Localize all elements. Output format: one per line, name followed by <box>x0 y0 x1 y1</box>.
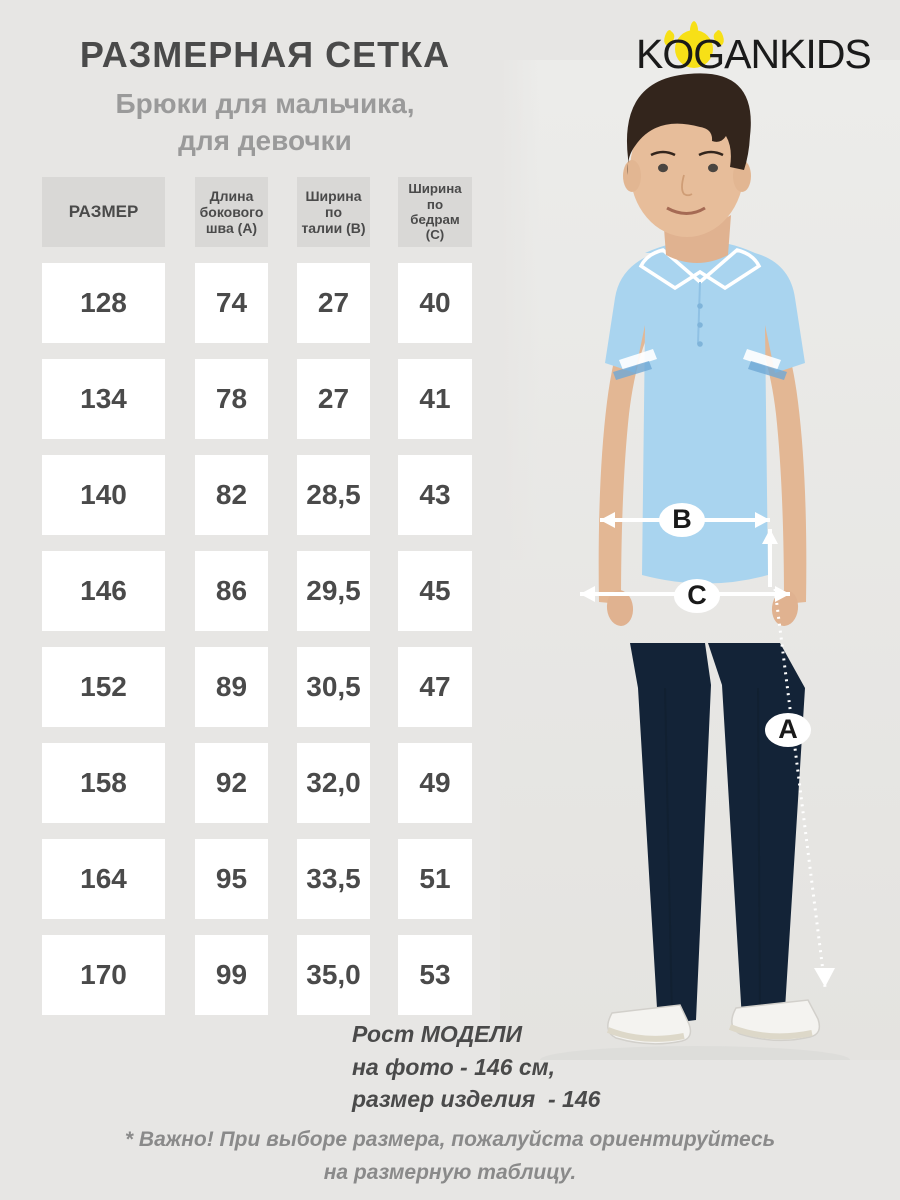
svg-text:A: A <box>778 714 798 744</box>
svg-text:B: B <box>672 504 692 534</box>
svg-text:C: C <box>687 580 707 610</box>
svg-text:KOGANKIDS: KOGANKIDS <box>636 31 871 77</box>
